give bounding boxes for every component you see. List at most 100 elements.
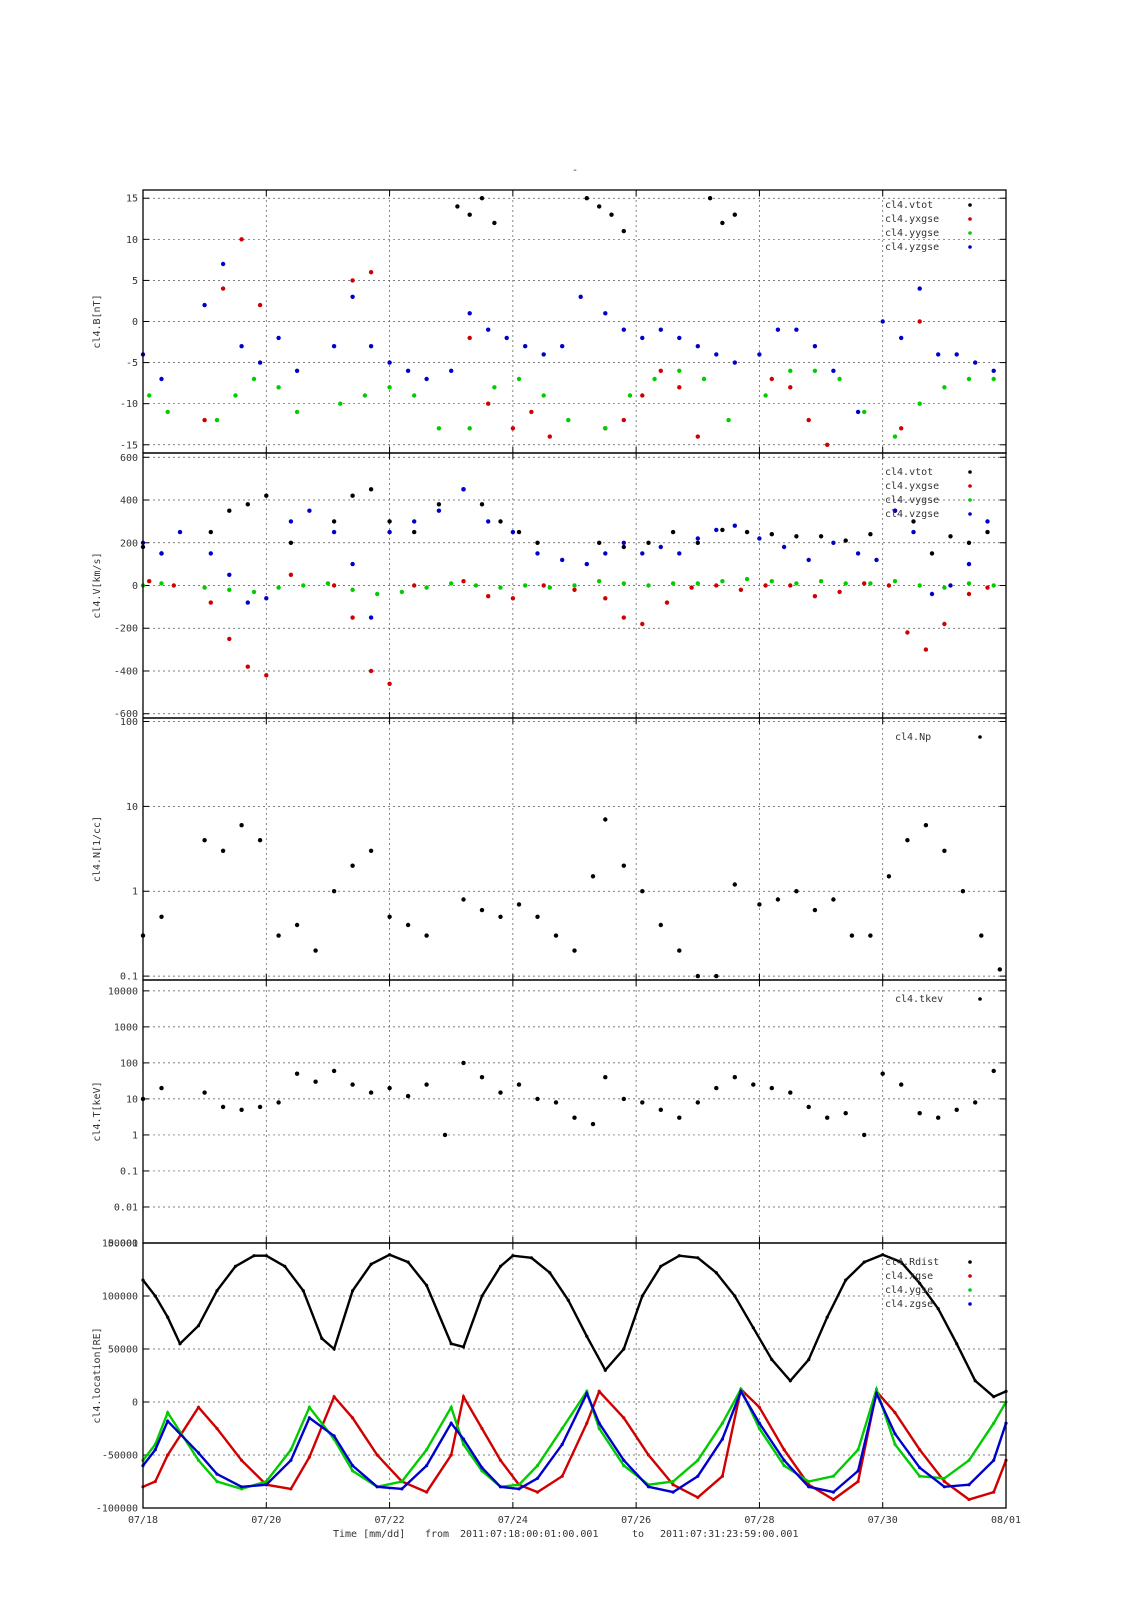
data-point [967,1483,971,1487]
data-point [387,681,392,686]
data-point [769,376,774,382]
data-point [874,1391,879,1396]
panel-b-field: -15 -10 -5 0 5 10 15 cl4.B[nT] cl4.vtot cl4.yxgse… [92,189,1007,454]
y-tick-label: 400 [120,496,138,507]
data-point [886,874,892,879]
data-point [276,585,281,590]
data-point [251,589,257,595]
data-point [584,196,589,201]
data-point [369,1262,373,1266]
data-point [788,583,793,588]
data-point [245,502,250,507]
data-point [467,311,472,316]
data-point [215,1479,219,1484]
data-point [757,536,762,541]
legend-marker [968,484,972,488]
data-point [991,376,996,382]
data-point [640,335,645,341]
data-point [646,583,651,588]
data-point [436,508,442,513]
data-point [492,220,497,226]
data-point [782,1464,786,1468]
data-point [763,583,768,588]
data-point [387,360,392,365]
data-point [165,409,170,415]
data-point [294,1071,300,1076]
data-point [862,409,867,415]
data-point [942,621,947,627]
data-point [442,1132,448,1138]
data-point [892,579,898,584]
data-point [412,583,417,588]
data-point [461,897,466,902]
y-tick-label: 150000 [102,1239,138,1250]
data-point [695,1100,700,1105]
data-point [696,1458,700,1462]
data-point [985,529,990,535]
data-point [942,385,947,390]
data-point [696,1474,700,1478]
data-point [751,1082,756,1087]
data-point [893,1411,897,1415]
data-point [658,1107,663,1113]
data-point [178,1342,182,1346]
data-point [535,540,540,545]
series-line [142,1253,1007,1399]
data-point [837,589,842,595]
data-point [695,973,700,979]
data-point [227,508,232,513]
y-tick-label: -10 [120,399,138,410]
data-point [276,335,281,341]
data-point [646,540,651,545]
y-axis-title: cl4.location[RE] [92,1327,103,1423]
data-point [948,583,953,588]
data-point [264,1483,268,1487]
data-point [227,587,232,592]
x-tick-label: 08/01 [991,1515,1021,1526]
data-point [862,581,867,586]
data-point [405,1093,411,1099]
data-point [856,1448,860,1452]
data-point [215,1472,219,1476]
data-point [757,1405,762,1409]
data-point [585,1391,589,1396]
data-point [560,1442,564,1446]
data-point [307,1455,311,1459]
data-point [899,1082,904,1087]
data-point [245,664,250,669]
data-point [566,417,571,423]
x-tick-label: 07/20 [251,1515,281,1526]
data-point [714,973,719,979]
data-point [621,1096,626,1102]
data-point [351,1416,355,1420]
footer-to-value: 2011:07:31:23:59:00.001 [660,1529,798,1540]
data-point [498,914,503,919]
data-point [449,1421,453,1425]
data-point [677,385,682,390]
data-point [831,1490,836,1494]
data-point [769,1085,774,1091]
data-point [677,368,682,373]
data-point [449,1405,453,1409]
data-point [936,1307,940,1311]
data-point [332,1347,336,1351]
x-tick-label: 07/24 [498,1515,528,1526]
data-point [479,196,485,201]
data-point [936,352,941,357]
data-point [294,409,300,415]
data-point [640,1100,645,1105]
data-point [368,487,374,492]
data-point [202,302,207,308]
data-point [288,572,294,577]
data-point [849,933,855,938]
data-point [671,1479,675,1484]
data-point [874,557,879,563]
data-point [621,581,626,586]
data-point [966,561,972,567]
data-point [862,1132,867,1138]
data-point [350,278,355,283]
data-point [479,502,485,507]
data-point [467,335,472,341]
data-point [807,1479,811,1484]
data-point [240,1485,244,1489]
